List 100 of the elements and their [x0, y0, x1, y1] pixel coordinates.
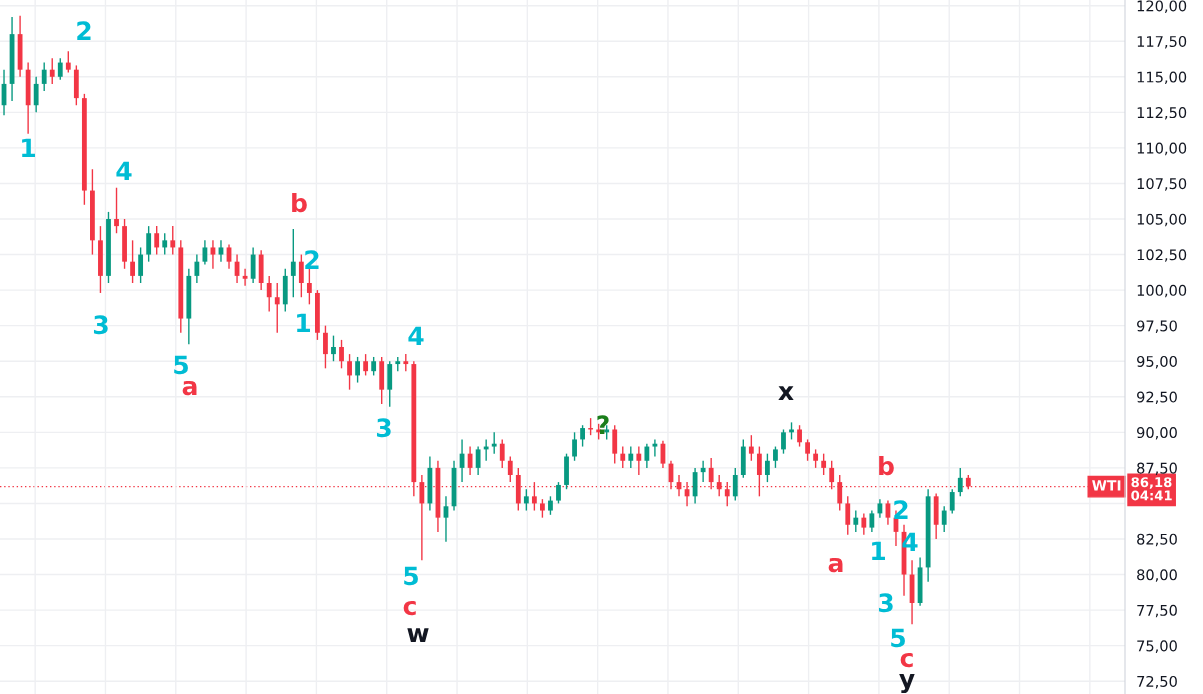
- candlestick: [941, 505, 947, 533]
- candlestick: [371, 356, 377, 377]
- annotation: w: [407, 628, 429, 642]
- candlestick: [274, 282, 280, 334]
- y-tick-label: 112,50: [1137, 107, 1187, 120]
- candlestick: [773, 445, 778, 469]
- candlestick: [813, 448, 819, 469]
- y-tick-label: 107,50: [1137, 178, 1187, 191]
- annotation: 1: [22, 138, 35, 157]
- annotation: 2: [305, 250, 319, 269]
- annotation: b: [292, 192, 307, 213]
- annotation: 3: [93, 315, 108, 335]
- candlestick: [821, 452, 827, 476]
- candlestick: [242, 268, 248, 287]
- candlestick: [781, 428, 786, 455]
- candlestick: [138, 246, 144, 284]
- candlestick: [33, 76, 39, 114]
- y-tick-label: 80,00: [1137, 569, 1177, 582]
- candlestick: [49, 57, 55, 85]
- candlestick: [306, 268, 312, 306]
- annotation: x: [778, 386, 794, 400]
- candlestick: [853, 509, 859, 533]
- candlestick: [540, 498, 545, 519]
- annotation: 1: [872, 541, 885, 560]
- candlestick: [363, 353, 369, 377]
- candlestick: [628, 445, 634, 469]
- annotation: a: [828, 557, 843, 573]
- candlestick: [170, 225, 176, 256]
- y-tick-label: 120,00: [1137, 0, 1187, 13]
- candlestick: [620, 445, 626, 469]
- candlestick: [957, 467, 963, 498]
- candlestick: [507, 455, 513, 483]
- y-tick-label: 97,50: [1137, 320, 1177, 333]
- candlestick: [162, 232, 168, 256]
- y-tick-label: 102,50: [1137, 249, 1187, 262]
- y-tick-label: 87,50: [1137, 462, 1177, 476]
- candlestick: [845, 495, 851, 536]
- y-tick-label: 105,00: [1137, 213, 1187, 227]
- candlestick: [355, 356, 360, 384]
- y-tick-label: 90,00: [1137, 427, 1177, 440]
- candlestick: [580, 424, 585, 448]
- candlestick: [130, 239, 135, 284]
- y-tick-label: 72,50: [1137, 675, 1177, 689]
- candlestick: [57, 57, 63, 81]
- annotation: 2: [77, 21, 91, 40]
- candlestick: [765, 452, 770, 483]
- y-tick-label: 110,00: [1137, 142, 1187, 156]
- candlestick: [347, 353, 352, 391]
- annotation: 3: [878, 593, 893, 613]
- annotation: a: [182, 380, 197, 396]
- candlestick: [700, 460, 706, 483]
- candlestick: [499, 438, 505, 469]
- candlestick: [331, 334, 336, 362]
- candlestick: [218, 239, 224, 263]
- annotation: b: [879, 455, 894, 476]
- candlestick: [323, 324, 328, 370]
- candlestick: [797, 424, 802, 448]
- candlestick: [748, 434, 754, 462]
- annotation: 2: [894, 500, 908, 519]
- candlestick: [636, 445, 642, 476]
- candlestick: [146, 225, 152, 263]
- y-tick-label: 95,00: [1137, 355, 1177, 369]
- y-tick-label: 92,50: [1137, 391, 1177, 405]
- annotation: 5: [891, 628, 905, 648]
- candlestick: [65, 50, 71, 74]
- y-tick-label: 82,50: [1137, 533, 1177, 547]
- candlestick: [556, 481, 561, 505]
- candlestick: [41, 61, 47, 92]
- candlestick: [467, 445, 473, 476]
- candlestick: [298, 253, 304, 298]
- candlestick: [154, 225, 160, 256]
- annotation: y: [899, 674, 915, 694]
- annotation: 4: [408, 326, 424, 345]
- candlestick: [290, 228, 296, 298]
- candlestick: [548, 495, 553, 516]
- candlestick: [210, 239, 216, 270]
- candlestick: [716, 474, 722, 498]
- annotation: 4: [116, 161, 132, 180]
- candlestick: [572, 431, 577, 462]
- candlestick: [475, 445, 481, 476]
- y-tick-label: 117,50: [1137, 35, 1187, 49]
- candlestick: [523, 488, 529, 512]
- candlestick: [861, 512, 867, 536]
- candlestick: [491, 431, 497, 455]
- candlestick: [869, 509, 875, 533]
- candlestick: [339, 339, 344, 370]
- annotation: c: [403, 600, 416, 616]
- candlestick: [732, 467, 738, 502]
- annotation: 3: [376, 418, 391, 438]
- y-tick-label: 100,00: [1137, 284, 1187, 298]
- annotation: ?: [597, 415, 609, 434]
- candlestick: [644, 443, 650, 469]
- candlestick: [949, 488, 955, 515]
- annotation: 5: [404, 566, 418, 586]
- candlestick: [194, 253, 200, 284]
- annotation: 1: [297, 313, 310, 332]
- y-tick-label: 75,00: [1137, 640, 1177, 653]
- candlestick: [266, 275, 272, 313]
- annotation: WTI: [1092, 480, 1121, 491]
- annotation: c: [900, 652, 913, 668]
